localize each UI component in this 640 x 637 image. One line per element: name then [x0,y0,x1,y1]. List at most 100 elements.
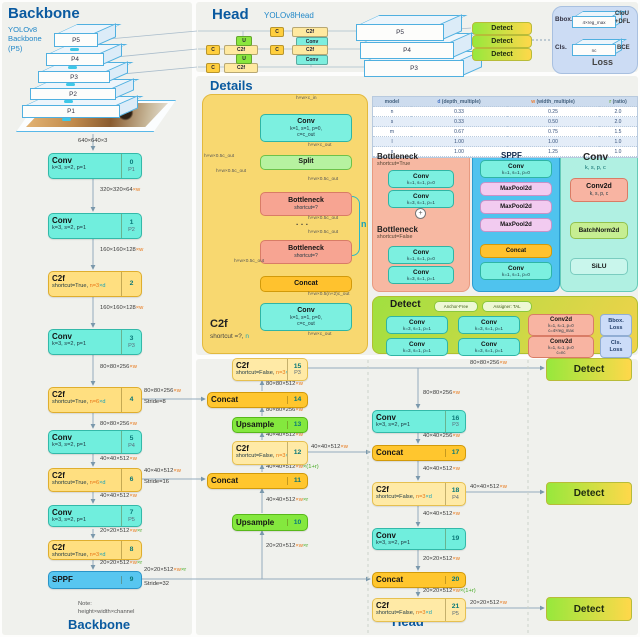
head-slab-label: P3 [364,60,464,77]
layer-index: 2 [129,280,134,288]
node-title: C2f [236,444,249,453]
node-title: C2f [52,274,65,283]
table-cell: s [373,117,411,127]
box-title: Conv [508,264,524,272]
detect-head-p5: Detect [546,597,632,621]
dim-label: 80×80×512×w [266,381,303,387]
sppf-maxpool2: MaxPool2d [480,200,552,214]
node-params: shortcut=False, n=3×d [376,610,432,617]
box-title: Concat [294,279,318,287]
c2f-panel-label: C2f [210,318,228,330]
dim-label: 80×80×256×w [266,407,303,413]
layer-badge: 19 [445,529,465,549]
head-slab-label: P5 [356,24,444,41]
bottleneck-conv4: Conv k=3, s=1, p=1 [388,266,454,284]
layer-badge: 6 [121,469,141,491]
box-title: MaxPool2d [500,221,532,228]
c2f-dim: h×w×0.5c_out [204,154,235,159]
detect-head-p3: Detect [546,358,632,381]
box-params: k, s, p, c [589,191,609,198]
table-cell: n [373,107,411,117]
node-params: k=3, s=2, p=1 [52,442,87,449]
node-body: C2f shortcut=False, n=3×d [233,359,287,380]
node-params: k=3, s=2, p=1 [52,341,87,348]
head-conv-16: Conv k=3, s=2, p=1 16 P3 [372,410,466,433]
table-cell: x [373,147,411,157]
layer-plevel: P2 [128,226,135,233]
layer-index: 0 [129,159,134,167]
table-cell: 0.25 [507,107,599,117]
layer-badge: 15 P3 [287,359,307,380]
mini-c2f-node: C2f [292,45,328,55]
detect-out-dim: 80×80×256×w [470,360,507,366]
node-body: Conv k=3, s=2, p=1 [49,154,121,178]
bottleneck-sub-true: shortcut=True [377,161,411,167]
layer-plevel: P5 [128,516,135,523]
head-concat-11: Concat 11 [207,473,308,489]
detect-cls-conv2d: Conv2d k=1, s=1, p=0 c=nc [528,336,594,358]
layer-plevel: P1 [128,166,135,173]
box-params: k=3, s=1, p=1 [475,347,503,353]
box-params: k=1, s=1, p=0 [407,179,435,185]
layer-index: 1 [129,219,134,227]
mini-upsample-node: U [236,36,252,46]
mini-detect-box: Detect [472,35,532,48]
table-cell: 1.25 [507,147,599,157]
dim-label: 20×20×512×w×r [100,560,143,566]
box-title: Conv [409,340,425,348]
dim-label: 40×40×512×w [311,444,348,450]
node-title: Conv [52,216,72,225]
table-cell: 0.50 [507,117,599,127]
table-cell: 0.67 [411,127,507,137]
layer-badge: 16 P3 [445,411,465,432]
layer-badge: 5 P4 [121,431,141,453]
bottleneck-title: Bottleneck [377,152,418,161]
box-params: k=3, s=1, p=1 [407,275,435,281]
detect-out-dim: 20×20×512×w [470,600,507,606]
mini-concat-node: C [270,27,284,37]
detect-head-p4: Detect [546,482,632,505]
layer-badge: 17 [445,449,465,457]
chip-line: Loss [609,347,623,353]
dim-label: 40×40×512×w [423,466,460,472]
head-upsample-10: Upsample 10 [232,514,308,531]
table-header-ratio: r (ratio) [599,97,637,107]
box-title: Conv [413,192,429,200]
detect-cls-conv1: Conv k=3, s=1, p=1 [386,338,448,356]
node-title: Upsample [236,517,275,527]
table-cell: 1.0 [599,137,637,147]
repeat-brace [352,196,360,256]
pyramid-level-label: P4 [46,53,104,66]
node-params: shortcut=True, n=6×d [52,480,106,487]
stride-dim-label: 20×20×512×w×r [144,567,187,573]
node-body: Conv k=3, s=2, p=1 [373,411,445,432]
head-slab-p4: P4 [360,32,478,59]
node-title: Conv [52,508,72,517]
pyramid-tick [70,48,79,51]
node-body: Conv k=3, s=2, p=1 [49,214,121,238]
sppf-title: SPPF [501,151,522,160]
mini-detect-box: Detect [472,48,532,61]
box-title: SiLU [591,262,607,270]
node-body: SPPF [49,573,121,586]
table-cell: m [373,127,411,137]
c2f-dim: h×w×0.5(n+2)c_out [308,292,350,297]
box-title: Conv2d [549,316,572,323]
layer-badge: 12 [287,442,307,464]
layer-index: 4 [129,396,134,404]
dim-label: 80×80×256×w [100,364,137,370]
layer-index: 12 [293,449,302,457]
conv-title: Conv [583,152,608,163]
c2f-dim: h×w×0.5c_out [308,177,339,182]
node-body: Conv k=3, s=2, p=1 [49,330,121,354]
node-params: shortcut=False, n=3×d [376,494,432,501]
box-title: Conv [413,172,429,180]
node-params: k=3, s=2, p=1 [376,540,411,547]
bottleneck-conv1: Conv k=1, s=1, p=0 [388,170,454,188]
layer-index: 19 [451,535,460,543]
node-params: k=3, s=2, p=1 [376,422,411,429]
mini-c2f-node: C2f [224,63,258,73]
layer-badge: 3 P3 [121,330,141,354]
